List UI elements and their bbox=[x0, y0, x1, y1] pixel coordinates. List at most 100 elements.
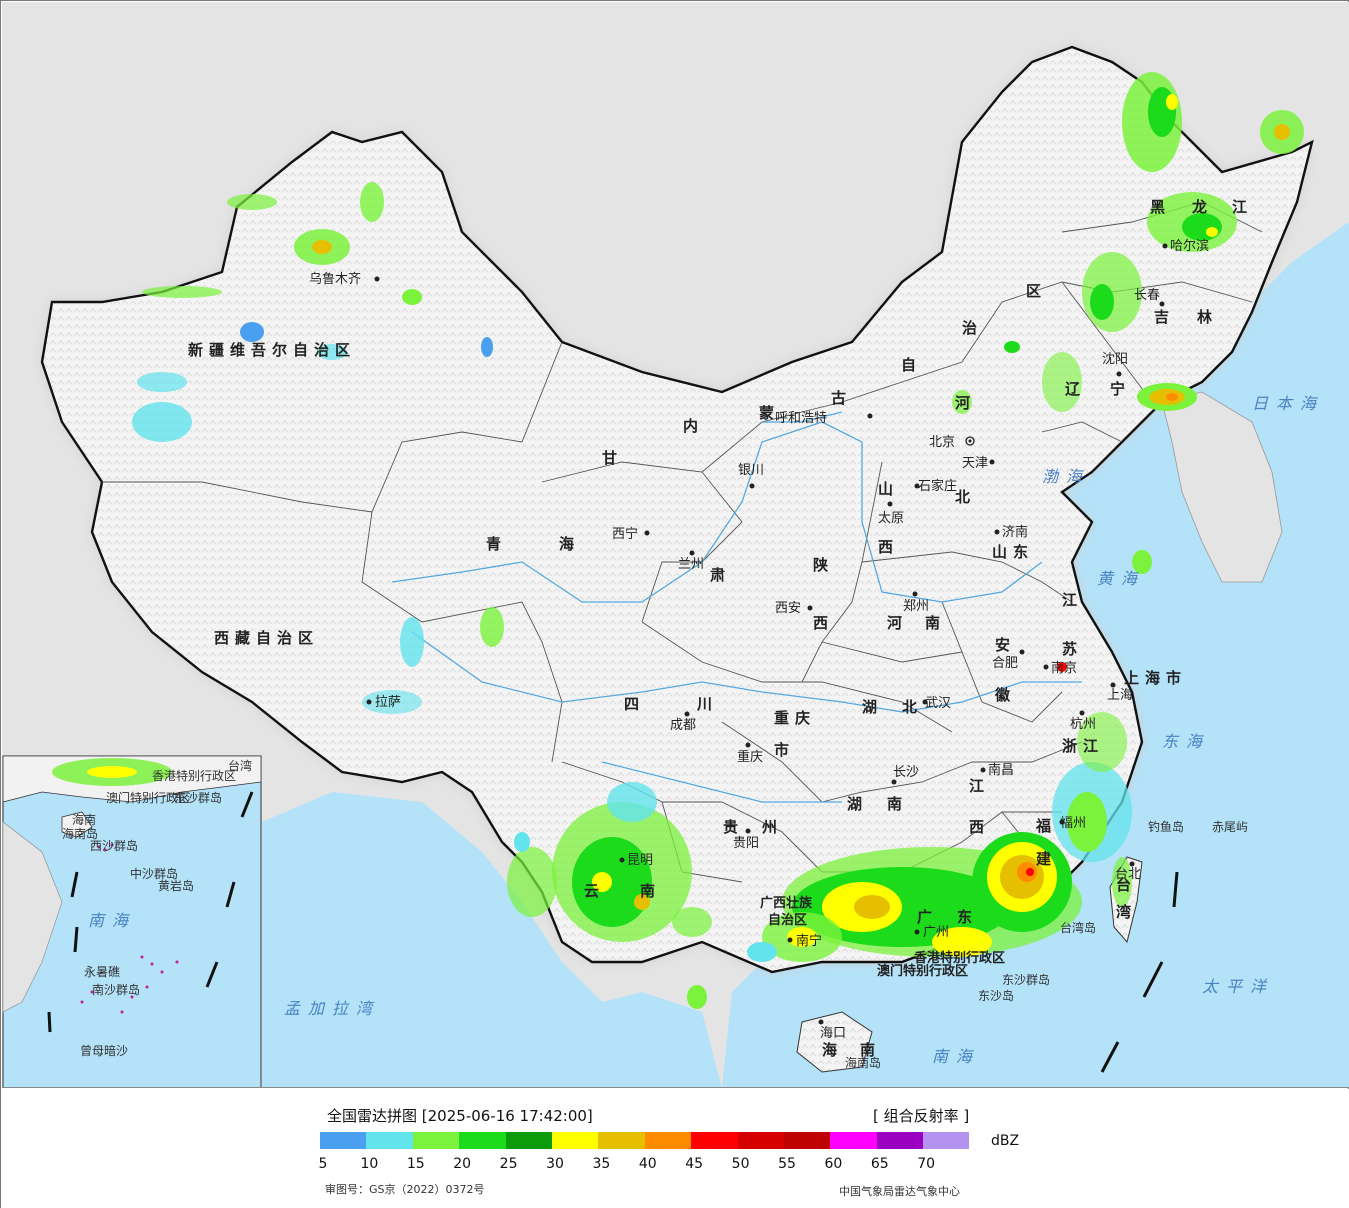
province-label-xizang: 西藏自治区 bbox=[214, 629, 319, 647]
legend-tick: 15 bbox=[406, 1156, 425, 1172]
color-scale-bar bbox=[320, 1132, 970, 1149]
province-label-chongqing-1: 重庆 bbox=[774, 709, 816, 727]
rivers bbox=[391, 411, 1082, 803]
province-label-zhejiang: 浙江 bbox=[1062, 737, 1104, 755]
province-label-neimenggu-2: 蒙 bbox=[759, 404, 780, 422]
city-label-shenyang: 沈阳 bbox=[1102, 352, 1128, 367]
province-label-jiangxi-1: 江 bbox=[969, 777, 990, 795]
city-label-fuzhou: 福州 bbox=[1060, 816, 1086, 831]
city-label-urumqi: 乌鲁木齐 bbox=[309, 271, 361, 287]
color-swatch bbox=[320, 1132, 367, 1149]
province-label-hebei-1: 河 bbox=[955, 394, 976, 412]
province-label-gansu-1: 甘 bbox=[602, 449, 623, 467]
province-label-xinjiang: 新疆维吾尔自治区 bbox=[188, 341, 356, 359]
province-label-heilongjiang-3: 江 bbox=[1232, 198, 1253, 216]
color-swatch bbox=[505, 1132, 552, 1149]
color-swatch bbox=[644, 1132, 692, 1149]
inset-label-xisha: 西沙群岛 bbox=[90, 838, 138, 853]
province-label-qinghai-1: 青 bbox=[486, 535, 507, 553]
legend-unit: dBZ bbox=[991, 1133, 1020, 1149]
province-label-shanxi-1: 山 bbox=[878, 480, 899, 498]
city-labels: 乌鲁木齐 拉萨 西宁 兰州 银川 呼和浩特 北京 天津 石家庄 太原 济南 西安… bbox=[309, 238, 1209, 1041]
legend-tick: 20 bbox=[453, 1156, 472, 1172]
color-swatch bbox=[876, 1132, 924, 1149]
legend-tick: 35 bbox=[592, 1156, 611, 1172]
island-label-hainan: 海南岛 bbox=[845, 1055, 881, 1070]
city-label-guangzhou: 广州 bbox=[923, 925, 949, 940]
color-swatch bbox=[551, 1132, 599, 1149]
city-label-shijiazhuang: 石家庄 bbox=[918, 478, 957, 494]
legend-tick: 5 bbox=[318, 1156, 328, 1172]
province-label-neimenggu-4: 自 bbox=[901, 356, 922, 374]
inset-label-nanhai: 南海 bbox=[88, 911, 136, 930]
city-label-nanning: 南宁 bbox=[796, 933, 822, 949]
city-label-lanzhou: 兰州 bbox=[678, 557, 704, 572]
sea-label-taiping: 太平洋 bbox=[1202, 977, 1274, 996]
color-swatch bbox=[412, 1132, 460, 1149]
province-label-jilin-2: 林 bbox=[1197, 308, 1218, 326]
city-label-huhehaote: 呼和浩特 bbox=[775, 411, 827, 426]
sea-label-nanhai: 南海 bbox=[932, 1047, 980, 1066]
map-area[interactable]: 新疆维吾尔自治区 西藏自治区 青 海 甘 肃 内 蒙 古 自 治 区 黑 龙 江… bbox=[2, 2, 1349, 1088]
province-label-hainan-1: 海 bbox=[822, 1041, 843, 1059]
province-label-shandong: 山东 bbox=[992, 543, 1034, 561]
province-label-shaanxi-2: 西 bbox=[813, 614, 834, 632]
label-macao: 澳门特别行政区 bbox=[877, 963, 968, 979]
inset-label-yongshu: 永暑礁 bbox=[84, 964, 120, 979]
color-swatch bbox=[366, 1132, 413, 1149]
korea-peninsula bbox=[1161, 391, 1283, 583]
legend-title: 全国雷达拼图 [2025-06-16 17:42:00] bbox=[327, 1107, 593, 1125]
data-credit: 中国气象局雷达气象中心 bbox=[839, 1185, 960, 1198]
province-borders bbox=[102, 201, 1263, 883]
province-label-chongqing-2: 市 bbox=[774, 741, 795, 759]
province-label-henan-1: 河 bbox=[887, 614, 908, 632]
province-label-guangdong-1: 广 bbox=[917, 908, 938, 926]
province-labels: 新疆维吾尔自治区 西藏自治区 青 海 甘 肃 内 蒙 古 自 治 区 黑 龙 江… bbox=[188, 198, 1253, 1059]
province-label-guangdong-2: 东 bbox=[957, 908, 978, 926]
sea-labels: 渤海 黄海 东海 南海 日本海 太平洋 孟加拉湾 钓鱼岛 赤尾屿 东沙群岛 东沙… bbox=[284, 394, 1316, 1070]
ocean-bay-of-bengal bbox=[262, 792, 722, 1087]
province-label-fujian-1: 福 bbox=[1035, 817, 1057, 835]
legend-tick: 55 bbox=[778, 1156, 796, 1172]
china-landmass bbox=[40, 45, 1314, 974]
province-label-hunan-1: 湖 bbox=[847, 795, 868, 813]
city-label-taiyuan: 太原 bbox=[878, 511, 904, 526]
island-label-chiwei: 赤尾屿 bbox=[1212, 820, 1248, 834]
city-label-haerbin: 哈尔滨 bbox=[1170, 238, 1209, 254]
island-label-dongsha: 东沙岛 bbox=[978, 988, 1014, 1003]
legend-tick-labels: 5 10 15 20 25 30 35 40 45 50 55 60 65 70 bbox=[1, 1156, 1349, 1174]
color-swatch bbox=[598, 1132, 645, 1149]
maritime-boundary-marks bbox=[1100, 871, 1179, 1073]
province-label-neimenggu-5: 治 bbox=[962, 319, 983, 337]
inset-label-hongkong: 香港特别行政区 bbox=[152, 768, 236, 783]
province-label-jiangxi-2: 西 bbox=[969, 818, 990, 836]
color-swatch bbox=[691, 1132, 738, 1149]
province-label-anhui-2: 徽 bbox=[994, 686, 1016, 704]
city-label-zhengzhou: 郑州 bbox=[903, 599, 929, 614]
province-label-neimenggu-6: 区 bbox=[1026, 282, 1047, 300]
inset-label-zhongsha: 中沙群岛 bbox=[130, 866, 178, 881]
city-label-taibei: 台北 bbox=[1115, 867, 1141, 882]
color-swatch bbox=[830, 1132, 877, 1149]
color-swatch bbox=[737, 1132, 784, 1149]
sea-label-bohai: 渤海 bbox=[1042, 467, 1090, 486]
inset-label-macao: 澳门特别行政区 bbox=[106, 790, 190, 805]
city-label-yinchuan: 银川 bbox=[738, 463, 764, 478]
province-label-sichuan-2: 川 bbox=[696, 695, 718, 713]
island-label-dongsha-islands: 东沙群岛 bbox=[1002, 972, 1050, 987]
hainan-island bbox=[796, 1011, 873, 1073]
province-label-shanxi-2: 西 bbox=[878, 538, 899, 556]
label-hongkong: 香港特别行政区 bbox=[913, 950, 1005, 966]
province-label-hebei-2: 北 bbox=[955, 488, 976, 506]
province-label-hubei-2: 北 bbox=[902, 698, 923, 716]
legend-tick: 60 bbox=[824, 1156, 843, 1172]
inset-label-dongsha: 东沙群岛 bbox=[174, 790, 222, 805]
legend-tick: 65 bbox=[870, 1156, 889, 1172]
province-label-jilin-1: 吉 bbox=[1154, 308, 1175, 326]
province-label-guangxi-1: 广西壮族 bbox=[760, 895, 813, 911]
province-label-hainan-2: 南 bbox=[860, 1041, 881, 1059]
legend-tick: 70 bbox=[917, 1156, 936, 1172]
province-label-yunnan-2: 南 bbox=[640, 882, 661, 900]
city-label-changchun: 长春 bbox=[1134, 288, 1160, 303]
